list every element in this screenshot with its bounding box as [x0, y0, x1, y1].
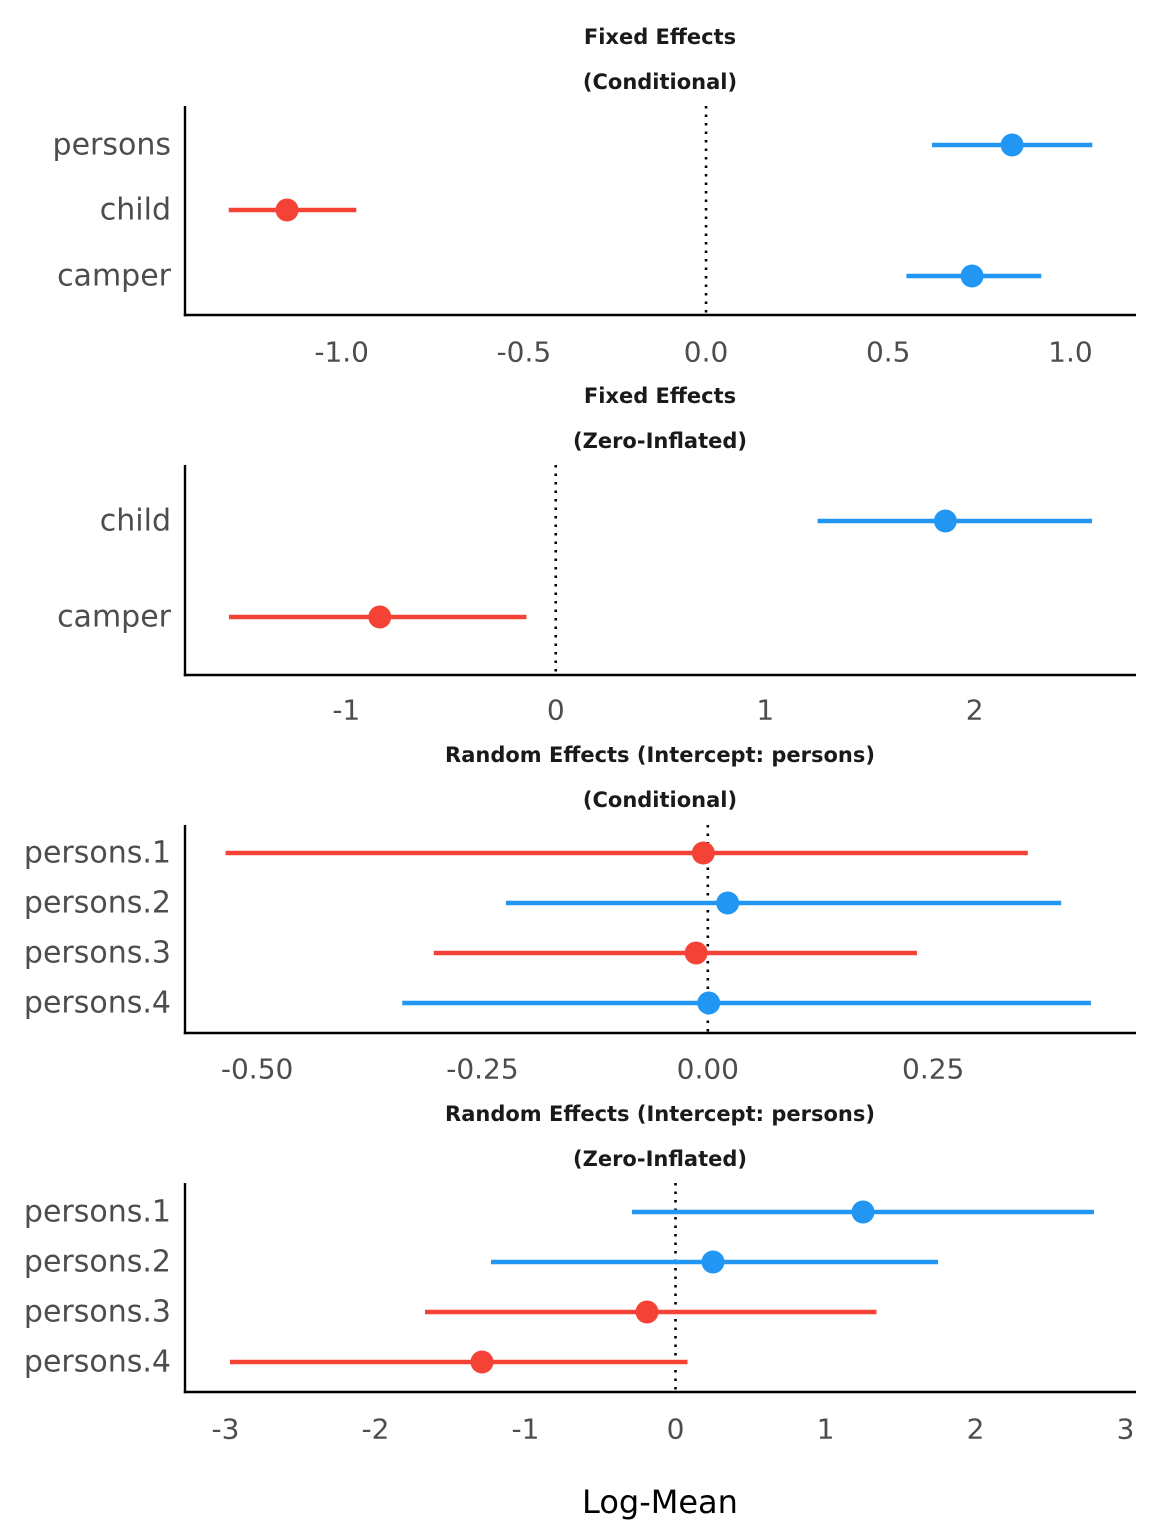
x-tick-label: 0.5 — [866, 336, 911, 369]
term-label-persons: persons — [53, 128, 171, 163]
x-tick-label: -0.25 — [446, 1053, 518, 1086]
term-label-persons.1: persons.1 — [24, 1195, 171, 1230]
estimate-point-child — [933, 509, 957, 533]
x-tick-label: 1.0 — [1048, 336, 1093, 369]
term-label-persons.1: persons.1 — [24, 836, 171, 871]
x-tick-label: 1 — [817, 1413, 835, 1446]
estimate-point-camper — [960, 264, 984, 288]
x-tick-label: 0 — [667, 1413, 685, 1446]
estimate-point-persons.4 — [470, 1350, 494, 1374]
x-tick-label: 0.00 — [677, 1053, 739, 1086]
panel-title-line-1: Fixed Effects — [584, 25, 736, 49]
term-label-camper: camper — [57, 600, 172, 635]
panel-title-line-1: Fixed Effects — [584, 384, 736, 408]
x-tick-label: 0.25 — [902, 1053, 964, 1086]
x-tick-label: 3 — [1117, 1413, 1135, 1446]
panel-title-line-1: Random Effects (Intercept: persons) — [445, 1102, 875, 1126]
panel-title-line-2: (Zero-Inflated) — [573, 429, 747, 453]
panel-title-line-2: (Zero-Inflated) — [573, 1147, 747, 1171]
estimate-point-persons.3 — [684, 941, 708, 965]
x-tick-label: -1 — [332, 694, 360, 727]
x-tick-label: -0.50 — [221, 1053, 293, 1086]
estimate-point-child — [275, 198, 299, 222]
estimate-point-persons.3 — [635, 1300, 659, 1324]
panel-title-line-1: Random Effects (Intercept: persons) — [445, 743, 875, 767]
estimate-point-camper — [368, 605, 392, 629]
term-label-persons.4: persons.4 — [24, 1345, 171, 1380]
term-label-child: child — [100, 504, 171, 539]
panel-title-line-2: (Conditional) — [583, 70, 737, 94]
x-axis-title: Log-Mean — [582, 1483, 738, 1521]
panel-1: Fixed Effects (Conditional) persons child ca… — [53, 25, 1136, 369]
x-tick-label: -3 — [212, 1413, 240, 1446]
x-tick-label: 2 — [966, 694, 984, 727]
panel-3: Random Effects (Intercept: persons) (Cond… — [24, 743, 1136, 1086]
term-label-persons.2: persons.2 — [24, 886, 171, 921]
x-tick-label: 0.0 — [684, 336, 729, 369]
x-tick-label: -1 — [512, 1413, 540, 1446]
term-label-persons.3: persons.3 — [24, 936, 171, 971]
panel-title-line-2: (Conditional) — [583, 788, 737, 812]
estimate-point-persons.1 — [691, 841, 715, 865]
term-label-camper: camper — [57, 259, 172, 294]
estimate-point-persons.2 — [716, 891, 740, 915]
estimate-point-persons — [1000, 133, 1024, 157]
term-label-persons.3: persons.3 — [24, 1295, 171, 1330]
term-label-persons.4: persons.4 — [24, 986, 171, 1021]
x-tick-label: 2 — [967, 1413, 985, 1446]
x-tick-label: -2 — [362, 1413, 390, 1446]
x-tick-label: 0 — [547, 694, 565, 727]
x-tick-label: -1.0 — [314, 336, 369, 369]
panel-2: Fixed Effects (Zero-Inflated) child camper -… — [57, 384, 1136, 727]
x-tick-label: 1 — [756, 694, 774, 727]
panel-4: Random Effects (Intercept: persons) (Zero… — [24, 1102, 1136, 1446]
term-label-persons.2: persons.2 — [24, 1245, 171, 1280]
estimate-point-persons.2 — [701, 1250, 725, 1274]
estimate-point-persons.4 — [697, 991, 721, 1015]
estimate-point-persons.1 — [851, 1200, 875, 1224]
x-tick-label: -0.5 — [497, 336, 552, 369]
term-label-child: child — [100, 193, 171, 228]
